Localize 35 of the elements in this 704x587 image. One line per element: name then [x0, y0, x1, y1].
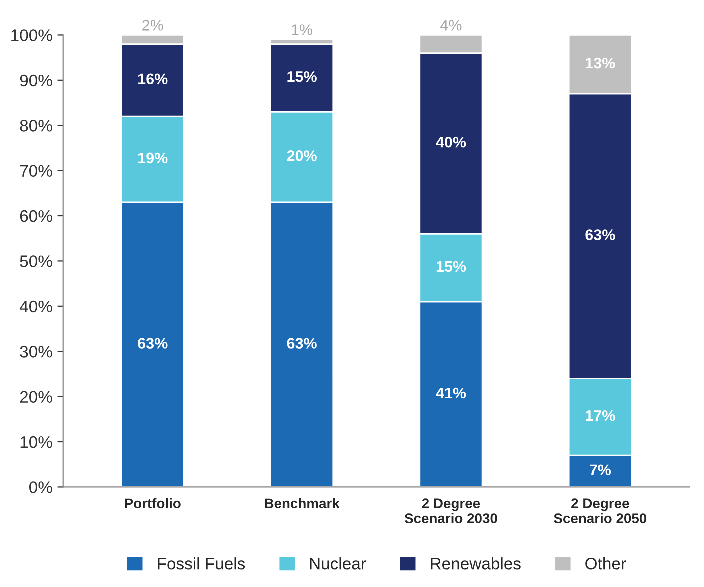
data-label: 41%	[436, 388, 466, 399]
y-tick-label: 40%	[20, 300, 52, 313]
x-tick-label: 2 Degree Scenario 2030	[404, 498, 498, 524]
data-label: 40%	[436, 136, 466, 148]
data-label: 63%	[287, 338, 317, 349]
data-label: 7%	[590, 464, 612, 476]
x-tick-label: Portfolio	[125, 498, 181, 509]
y-tick-label: 0%	[30, 482, 52, 494]
data-label: 16%	[138, 74, 168, 85]
x-tick-label: 2 Degree Scenario 2050	[554, 498, 647, 524]
data-label: 63%	[586, 230, 616, 240]
data-label: 13%	[586, 58, 616, 69]
legend-label: Fossil Fuels	[158, 558, 246, 570]
legend-label: Nuclear	[310, 558, 366, 570]
y-tick-label: 90%	[20, 74, 52, 87]
data-label: 4%	[440, 20, 462, 31]
data-label: 2%	[142, 20, 164, 31]
data-label: 15%	[436, 261, 466, 272]
y-tick-label: 100%	[12, 30, 52, 42]
y-tick-label: 10%	[20, 436, 52, 448]
y-tick-label: 80%	[20, 120, 52, 132]
y-tick-label: 70%	[20, 165, 52, 178]
data-label: 1%	[292, 24, 313, 36]
y-tick-label: 20%	[20, 391, 52, 404]
x-tick-label: Benchmark	[265, 498, 340, 509]
y-tick-label: 50%	[20, 256, 52, 268]
data-label: 20%	[287, 150, 317, 162]
data-label: 63%	[138, 338, 168, 349]
data-label: 15%	[288, 71, 317, 82]
y-tick-label: 30%	[20, 346, 52, 358]
y-tick-label: 60%	[20, 210, 52, 222]
data-label: 19%	[138, 152, 168, 164]
legend-label: Renewables	[431, 558, 521, 570]
data-label: 17%	[586, 410, 616, 422]
legend-label: Other	[586, 558, 626, 570]
